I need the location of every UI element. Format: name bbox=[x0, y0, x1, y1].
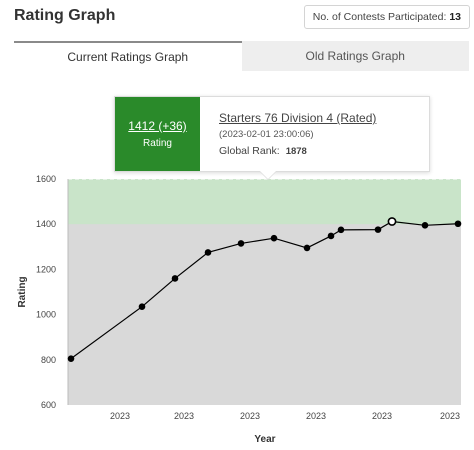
data-point bbox=[454, 220, 462, 228]
data-point bbox=[303, 244, 311, 252]
tab-current-ratings-graph[interactable]: Current Ratings Graph bbox=[14, 41, 242, 71]
x-tick-label: 2023 bbox=[240, 411, 260, 421]
x-tick-label: 2023 bbox=[306, 411, 326, 421]
contests-count-badge: No. of Contests Participated: 13 bbox=[303, 5, 470, 29]
graph-tabs: Current Ratings Graph Old Ratings Graph bbox=[14, 41, 469, 71]
tooltip-info: Starters 76 Division 4 (Rated) (2023-02-… bbox=[219, 111, 376, 157]
x-axis-title: Year bbox=[254, 434, 275, 445]
y-tick-label: 1000 bbox=[36, 310, 56, 320]
tooltip-global-rank-label: Global Rank: bbox=[219, 145, 280, 157]
contests-count: 13 bbox=[449, 11, 461, 23]
data-point bbox=[374, 226, 382, 233]
tooltip-rating-label: Rating bbox=[143, 138, 172, 149]
tooltip-rating-value[interactable]: 1412 (+36) bbox=[128, 119, 187, 133]
data-point bbox=[337, 226, 345, 234]
data-point bbox=[270, 234, 278, 242]
y-tick-label: 1200 bbox=[36, 264, 56, 274]
y-tick-label: 1600 bbox=[36, 174, 56, 184]
tooltip-global-rank: Global Rank: 1878 bbox=[219, 145, 376, 157]
x-tick-label: 2023 bbox=[110, 411, 130, 421]
tooltip-global-rank-value: 1878 bbox=[285, 146, 307, 157]
y-axis-title: Rating bbox=[17, 276, 28, 307]
tooltip-date: (2023-02-01 23:00:06) bbox=[219, 129, 314, 140]
tooltip-rating-box: 1412 (+36) Rating bbox=[115, 97, 200, 171]
data-point bbox=[327, 232, 335, 240]
page-title: Rating Graph bbox=[14, 7, 116, 24]
highlighted-data-point bbox=[387, 217, 397, 226]
x-tick-label: 2023 bbox=[440, 411, 460, 421]
y-tick-label: 1400 bbox=[36, 219, 56, 229]
y-tick-label: 600 bbox=[41, 400, 56, 410]
highlight-band bbox=[68, 179, 461, 225]
rating-tooltip: 1412 (+36) Rating Starters 76 Division 4… bbox=[114, 96, 430, 172]
y-tick-label: 800 bbox=[41, 355, 56, 365]
data-point bbox=[421, 222, 429, 229]
x-tick-label: 2023 bbox=[372, 411, 392, 421]
tab-old-ratings-graph[interactable]: Old Ratings Graph bbox=[241, 41, 469, 71]
data-point bbox=[67, 355, 75, 362]
data-point bbox=[171, 275, 179, 282]
data-point bbox=[237, 240, 245, 247]
tooltip-contest-link[interactable]: Starters 76 Division 4 (Rated) bbox=[219, 111, 377, 125]
data-point bbox=[138, 303, 146, 310]
contests-label: No. of Contests Participated: bbox=[312, 11, 447, 23]
tooltip-pointer bbox=[259, 170, 277, 179]
x-tick-label: 2023 bbox=[174, 411, 194, 421]
data-point bbox=[204, 249, 212, 256]
